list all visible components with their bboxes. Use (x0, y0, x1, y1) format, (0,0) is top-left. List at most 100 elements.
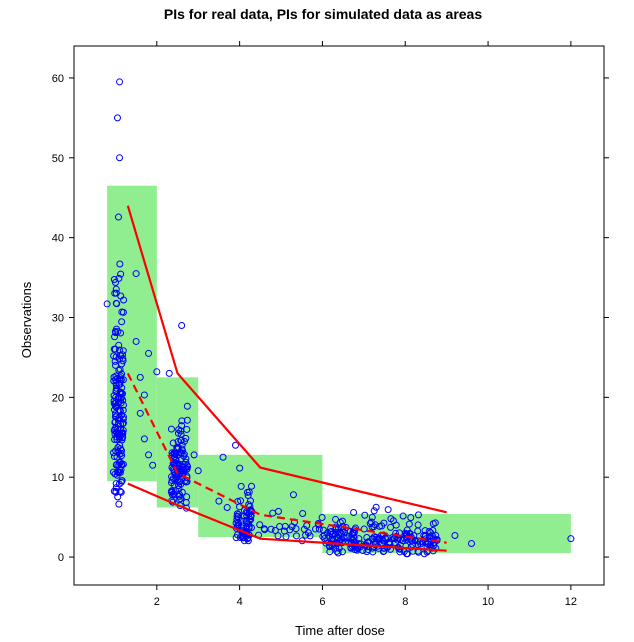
data-point (115, 469, 123, 477)
data-point (363, 533, 371, 541)
data-point (425, 527, 433, 535)
data-point (110, 449, 118, 457)
data-point (451, 531, 459, 539)
data-point (112, 285, 120, 293)
pi-line-median (126, 372, 447, 544)
y-axis: 0 10 20 30 40 50 60 (52, 73, 609, 564)
data-point (132, 270, 140, 278)
data-point (118, 429, 126, 437)
data-point (233, 512, 241, 520)
data-point (111, 361, 119, 369)
data-point (302, 531, 310, 539)
data-point (113, 325, 121, 333)
data-point (180, 450, 188, 458)
data-point (110, 345, 118, 353)
data-point (177, 436, 185, 444)
data-point (115, 274, 123, 282)
data-point (117, 270, 125, 278)
data-point (244, 491, 252, 499)
data-point (120, 296, 128, 304)
data-point (389, 517, 397, 525)
data-point (320, 531, 328, 539)
plot-frame (73, 45, 605, 586)
data-point (175, 496, 183, 504)
data-point (178, 321, 186, 329)
data-point (114, 420, 122, 428)
data-point (248, 482, 256, 490)
data-point (267, 525, 275, 533)
data-point (372, 503, 380, 511)
data-point (113, 436, 121, 444)
data-point (414, 540, 422, 548)
data-point (112, 487, 120, 495)
data-point (175, 426, 183, 434)
data-point (118, 318, 126, 326)
data-point (118, 308, 126, 316)
data-point (117, 478, 125, 486)
data-point (430, 538, 438, 546)
data-point (432, 531, 440, 539)
data-point (256, 521, 264, 529)
data-point (183, 461, 191, 469)
data-point (111, 470, 119, 478)
data-point (331, 530, 339, 538)
data-point (136, 409, 144, 417)
y-tick-label: 50 (52, 153, 64, 165)
data-point (175, 482, 183, 490)
data-point (219, 453, 227, 461)
data-point (399, 537, 407, 545)
data-point (117, 420, 125, 428)
data-point (115, 500, 123, 508)
data-point (112, 480, 120, 488)
data-point (333, 528, 341, 536)
chart-title: PIs for real data, PIs for simulated dat… (164, 6, 482, 22)
x-tick-label: 8 (402, 596, 408, 608)
data-point (396, 548, 404, 556)
data-point (111, 289, 119, 297)
data-point (176, 495, 184, 503)
data-point (346, 527, 354, 535)
data-point (288, 523, 296, 531)
data-point (110, 373, 118, 381)
data-point (332, 544, 340, 552)
data-point (114, 213, 122, 221)
data-point (116, 78, 124, 86)
data-point (233, 510, 241, 518)
data-point (167, 425, 175, 433)
data-point (414, 511, 422, 519)
data-point (117, 393, 125, 401)
data-point (292, 532, 300, 540)
data-point (215, 497, 223, 505)
data-point (178, 417, 186, 425)
observation-points (103, 78, 575, 558)
data-point (120, 413, 128, 421)
data-point (177, 470, 185, 478)
data-point (237, 497, 245, 505)
data-point (240, 532, 248, 540)
data-point (380, 544, 388, 552)
data-point (182, 498, 190, 506)
real-data-pi-lines (126, 205, 447, 552)
data-point (247, 512, 255, 520)
pi-line-upper (126, 205, 447, 514)
data-point (414, 521, 422, 529)
x-axis-label: Time after dose (295, 623, 385, 638)
data-point (234, 511, 242, 519)
data-point (116, 260, 124, 268)
data-point (292, 525, 300, 533)
data-point (350, 509, 358, 517)
data-point (116, 380, 124, 388)
data-point (429, 520, 437, 528)
data-point (145, 451, 153, 459)
data-point (172, 450, 180, 458)
data-point (333, 547, 341, 555)
data-point (111, 278, 119, 286)
data-point (223, 504, 231, 512)
data-point (153, 368, 161, 376)
data-point (299, 509, 307, 517)
data-point (405, 520, 413, 528)
data-point (103, 300, 111, 308)
data-point (245, 501, 253, 509)
y-axis-label: Observations (19, 281, 34, 358)
